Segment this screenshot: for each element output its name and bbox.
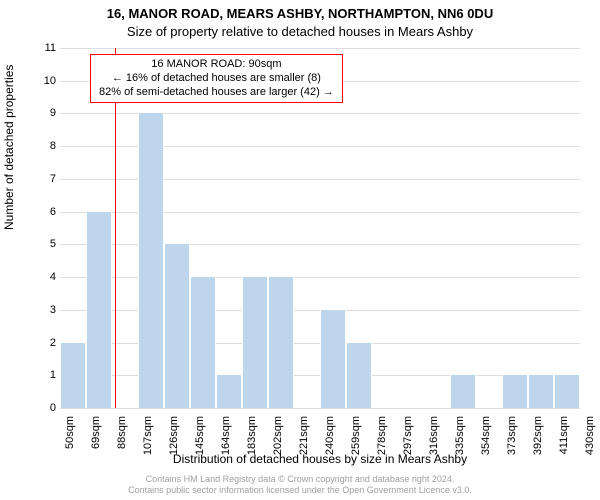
y-axis-label: Number of detached properties bbox=[2, 65, 16, 230]
footer-attribution: Contains HM Land Registry data © Crown c… bbox=[0, 474, 600, 496]
annotation-line-2: ← 16% of detached houses are smaller (8) bbox=[99, 72, 334, 86]
y-tick-label: 0 bbox=[26, 402, 56, 414]
y-tick-label: 1 bbox=[26, 369, 56, 381]
x-axis-line bbox=[60, 408, 580, 409]
x-axis-label: Distribution of detached houses by size … bbox=[60, 452, 580, 466]
annotation-line-1: 16 MANOR ROAD: 90sqm bbox=[99, 58, 334, 72]
x-tick-label: 430sqm bbox=[584, 412, 596, 466]
plot-area: 16 MANOR ROAD: 90sqm ← 16% of detached h… bbox=[60, 48, 580, 408]
annotation-box: 16 MANOR ROAD: 90sqm ← 16% of detached h… bbox=[90, 54, 343, 103]
y-tick-label: 11 bbox=[26, 42, 56, 54]
footer-line-1: Contains HM Land Registry data © Crown c… bbox=[0, 474, 600, 485]
chart-title-sub: Size of property relative to detached ho… bbox=[0, 24, 600, 39]
chart-title-main: 16, MANOR ROAD, MEARS ASHBY, NORTHAMPTON… bbox=[0, 6, 600, 21]
y-tick-label: 8 bbox=[26, 140, 56, 152]
y-tick-label: 9 bbox=[26, 107, 56, 119]
y-tick-label: 10 bbox=[26, 75, 56, 87]
footer-line-2: Contains public sector information licen… bbox=[0, 485, 600, 496]
y-tick-label: 3 bbox=[26, 304, 56, 316]
chart-container: 16, MANOR ROAD, MEARS ASHBY, NORTHAMPTON… bbox=[0, 0, 600, 500]
y-tick-label: 6 bbox=[26, 206, 56, 218]
y-tick-label: 2 bbox=[26, 337, 56, 349]
y-tick-label: 7 bbox=[26, 173, 56, 185]
y-tick-label: 5 bbox=[26, 238, 56, 250]
annotation-line-3: 82% of semi-detached houses are larger (… bbox=[99, 86, 334, 100]
y-tick-label: 4 bbox=[26, 271, 56, 283]
